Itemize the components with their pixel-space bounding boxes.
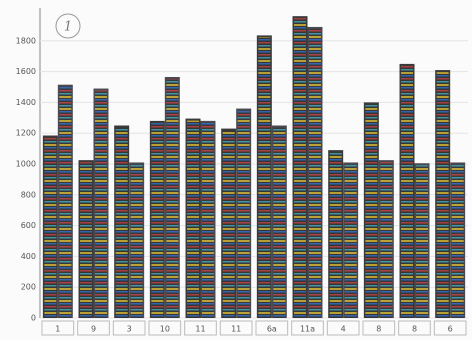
- bar-texture: [380, 162, 393, 318]
- bar-texture: [329, 152, 342, 318]
- y-tick-label: 800: [21, 190, 36, 199]
- x-tick-label: 9: [91, 325, 96, 334]
- y-tick-label: 1800: [16, 36, 36, 45]
- bar-texture: [237, 110, 250, 318]
- x-label-box: [77, 320, 110, 336]
- bar-texture: [44, 137, 57, 318]
- bar-texture: [80, 162, 92, 318]
- x-tick-label: 8: [412, 325, 417, 334]
- x-tick-label: 11: [231, 325, 241, 334]
- bar-texture: [115, 127, 128, 318]
- x-label-box: [362, 320, 396, 336]
- bar-texture: [187, 120, 199, 318]
- x-tick-label: 4: [341, 325, 346, 334]
- x-label-box: [219, 320, 253, 336]
- y-tick-label: 400: [21, 252, 36, 261]
- x-tick-label: 11a: [300, 325, 315, 334]
- bar-texture: [416, 165, 428, 318]
- bar-texture: [222, 130, 235, 318]
- bar-texture: [401, 65, 413, 319]
- y-tick-label: 1600: [16, 67, 36, 76]
- x-tick-label: 11: [195, 325, 205, 334]
- y-tick-label: 200: [21, 283, 36, 292]
- bar-texture: [451, 164, 464, 318]
- y-tick-label: 1400: [16, 98, 36, 107]
- x-label-box: [255, 320, 289, 336]
- x-tick-label: 6a: [267, 325, 277, 334]
- x-label-box: [326, 320, 360, 336]
- y-tick-label: 0: [31, 314, 36, 323]
- bar-texture: [294, 18, 306, 318]
- bar-texture: [95, 90, 107, 318]
- x-tick-label: 1: [55, 325, 60, 334]
- bar-texture: [151, 122, 164, 318]
- y-tick-label: 1000: [16, 160, 36, 169]
- x-label-box: [41, 320, 75, 336]
- x-label-box: [433, 320, 467, 336]
- x-label-box: [184, 320, 217, 336]
- bar-texture: [365, 104, 378, 319]
- bar-texture: [436, 72, 449, 318]
- bar-texture: [309, 28, 321, 318]
- bar-texture: [130, 164, 143, 318]
- annotation-circle: [55, 13, 81, 39]
- annotation: 1: [64, 20, 72, 35]
- bar-texture: [59, 86, 72, 318]
- x-tick-label: 8: [376, 325, 381, 334]
- y-tick-label: 600: [21, 221, 36, 230]
- bar-texture: [258, 37, 271, 318]
- x-label-box: [112, 320, 146, 336]
- x-tick-label: 10: [160, 325, 170, 334]
- x-tick-label: 3: [127, 325, 132, 334]
- x-label-box: [291, 320, 324, 336]
- y-tick-label: 1200: [16, 129, 36, 138]
- bar-texture: [202, 122, 214, 318]
- x-label-box: [398, 320, 431, 336]
- x-tick-label: 6: [448, 325, 453, 334]
- bar-texture: [273, 127, 286, 318]
- bar-texture: [344, 164, 357, 318]
- x-label-box: [148, 320, 182, 336]
- bar-texture: [166, 78, 179, 319]
